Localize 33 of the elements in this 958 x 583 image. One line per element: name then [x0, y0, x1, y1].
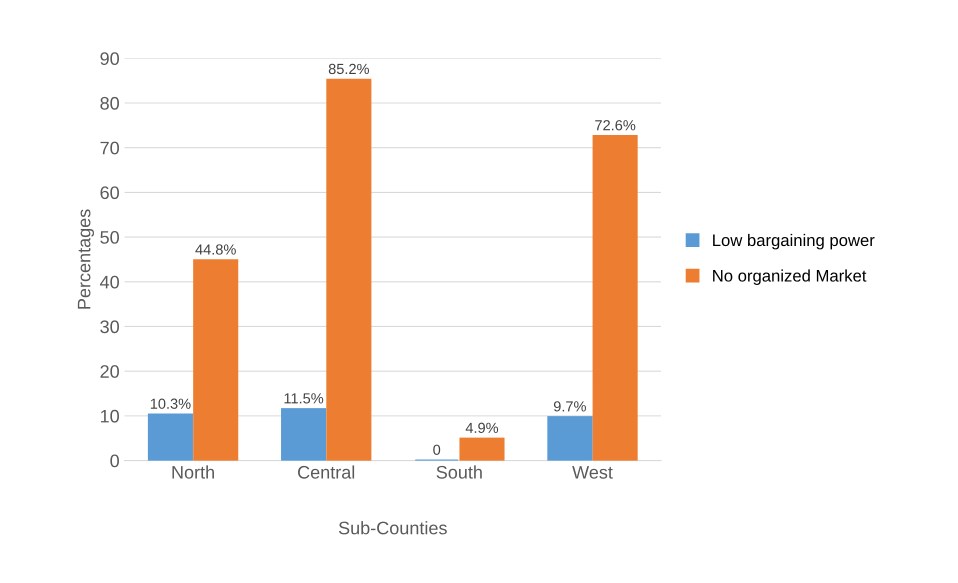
y-tick-label: 90 — [100, 52, 119, 66]
x-tick-label: South — [436, 465, 482, 479]
data-label: 44.8% — [195, 244, 236, 255]
x-tick-label: West — [572, 466, 613, 479]
bar — [326, 78, 372, 461]
data-label: 10.3% — [150, 398, 191, 409]
data-label: 85.2% — [328, 64, 369, 74]
legend-label: Low bargaining power — [713, 234, 875, 250]
legend-label: No organized Market — [713, 269, 866, 285]
y-tick-label: 30 — [100, 320, 119, 334]
bar — [459, 438, 505, 461]
y-tick-label: 80 — [100, 96, 119, 110]
x-axis-title: Sub-Counties — [338, 521, 447, 534]
y-tick-label: 50 — [100, 231, 119, 244]
y-tick-label: 0 — [110, 454, 119, 468]
bar — [193, 259, 238, 461]
data-label: 72.6% — [595, 120, 636, 130]
y-axis-title: Percentages — [78, 209, 94, 309]
y-tick-label: 60 — [100, 186, 119, 200]
bar — [148, 413, 193, 461]
bar — [592, 135, 638, 461]
bar — [281, 408, 326, 461]
y-tick-label: 20 — [100, 365, 119, 378]
data-label: 11.5% — [284, 393, 324, 404]
x-tick-label: North — [172, 465, 214, 479]
y-tick-label: 10 — [100, 410, 119, 423]
data-label: 4.9% — [466, 422, 498, 434]
y-tick-label: 40 — [100, 276, 119, 289]
data-label: 0 — [433, 444, 440, 455]
x-tick-label: Central — [298, 465, 354, 479]
data-label: 9.7% — [554, 401, 586, 412]
y-tick-label: 70 — [100, 142, 119, 154]
bar — [547, 416, 592, 461]
